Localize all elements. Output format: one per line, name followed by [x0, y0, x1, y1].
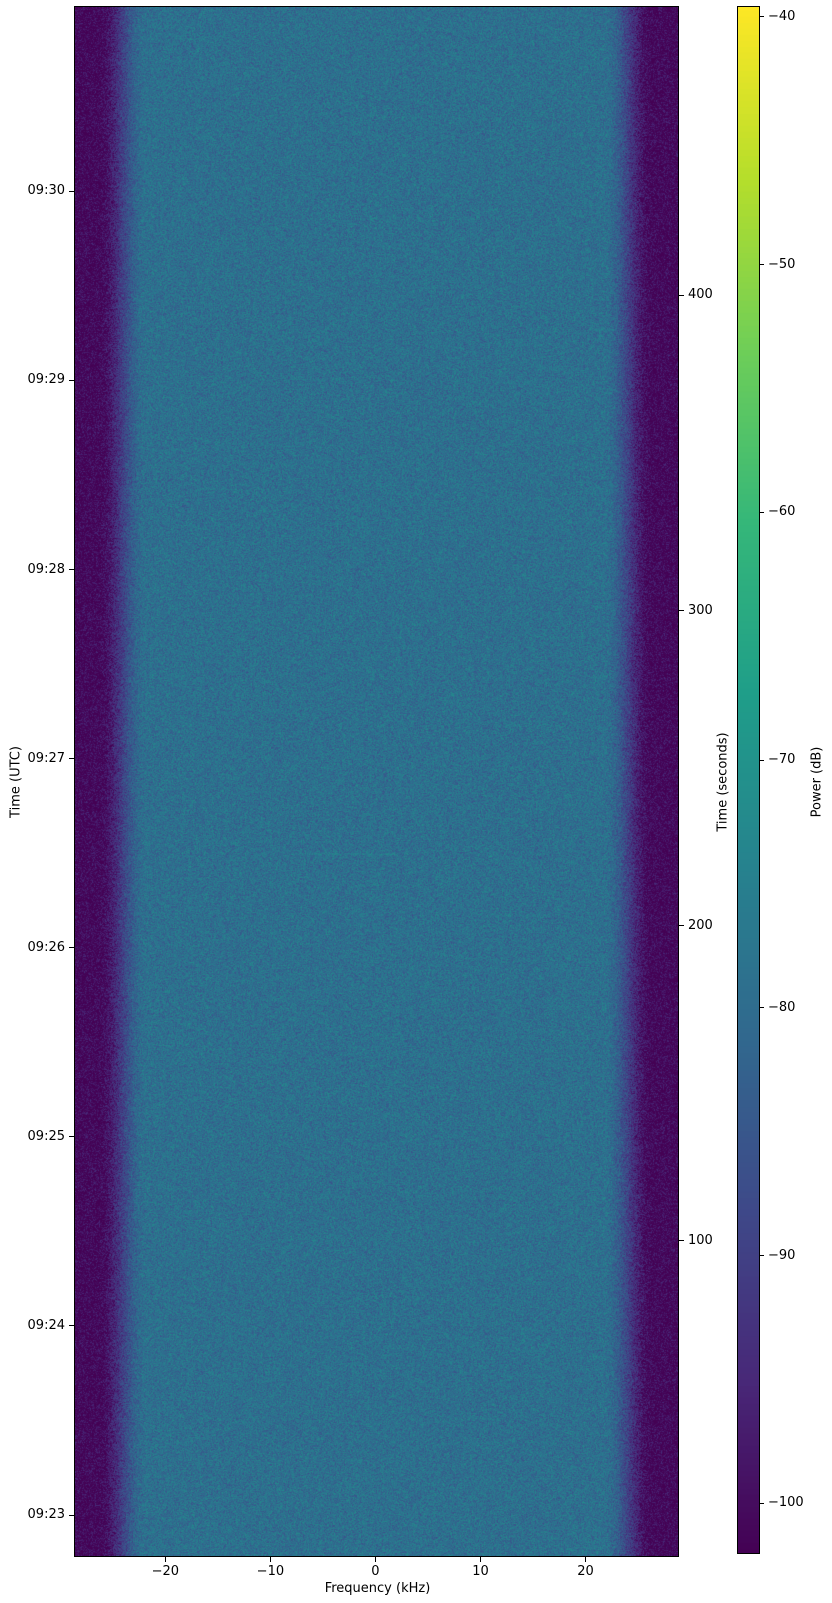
- seconds-tick-label: 200: [688, 917, 713, 933]
- colorbar: [737, 6, 760, 1554]
- tick-mark: [759, 511, 764, 513]
- tick-mark: [480, 1557, 481, 1562]
- frequency-tick-label: 20: [577, 1564, 594, 1579]
- seconds-tick-label: 100: [688, 1232, 713, 1248]
- tick-mark: [164, 1557, 166, 1562]
- tick-mark: [759, 759, 764, 761]
- y-axis-label-left: Time (UTC): [8, 745, 24, 818]
- tick-mark: [759, 1502, 764, 1504]
- tick-mark: [69, 1514, 74, 1516]
- tick-mark: [69, 758, 74, 760]
- tick-mark: [679, 294, 684, 296]
- tick-mark: [759, 264, 764, 266]
- tick-mark: [69, 1136, 74, 1138]
- tick-mark: [69, 190, 74, 192]
- tick-mark: [759, 1255, 764, 1257]
- colorbar-label: Power (dB): [809, 746, 825, 817]
- time-utc-tick-label: 09:23: [27, 1507, 65, 1523]
- tick-mark: [679, 1240, 684, 1242]
- colorbar-tick-label: −60: [768, 504, 796, 520]
- spectrogram-image: [75, 7, 678, 1556]
- colorbar-tick-label: −100: [768, 1495, 804, 1511]
- time-utc-tick-label: 09:24: [27, 1317, 65, 1333]
- tick-mark: [759, 1007, 764, 1009]
- colorbar-tick-label: −80: [768, 999, 796, 1015]
- seconds-tick-label: 300: [688, 602, 713, 618]
- time-utc-tick-label: 09:29: [27, 372, 65, 388]
- colorbar-tick-label: −70: [768, 752, 796, 768]
- tick-mark: [679, 925, 684, 927]
- colorbar-tick-label: −90: [768, 1247, 796, 1263]
- tick-mark: [759, 16, 764, 18]
- tick-mark: [585, 1557, 587, 1562]
- time-utc-tick-label: 09:27: [27, 750, 65, 766]
- tick-mark: [69, 1325, 74, 1327]
- frequency-tick-label: −20: [151, 1564, 180, 1579]
- frequency-tick-label: 0: [371, 1564, 380, 1579]
- frequency-tick-label: −10: [256, 1564, 285, 1579]
- tick-mark: [269, 1557, 271, 1562]
- frequency-tick-label: 10: [472, 1564, 489, 1579]
- tick-mark: [69, 947, 74, 949]
- time-utc-tick-label: 09:28: [27, 561, 65, 577]
- tick-mark: [374, 1557, 376, 1562]
- colorbar-tick-label: −40: [768, 8, 796, 24]
- y-axis-label-right: Time (seconds): [715, 731, 731, 832]
- tick-mark: [69, 379, 74, 381]
- tick-mark: [69, 569, 74, 571]
- colorbar-tick-label: −50: [768, 256, 796, 272]
- seconds-tick-label: 400: [688, 287, 713, 303]
- tick-mark: [679, 610, 684, 612]
- time-utc-tick-label: 09:30: [27, 183, 65, 199]
- time-utc-tick-label: 09:25: [27, 1128, 65, 1144]
- x-axis-label: Frequency (kHz): [324, 1581, 431, 1596]
- time-utc-tick-label: 09:26: [27, 939, 65, 955]
